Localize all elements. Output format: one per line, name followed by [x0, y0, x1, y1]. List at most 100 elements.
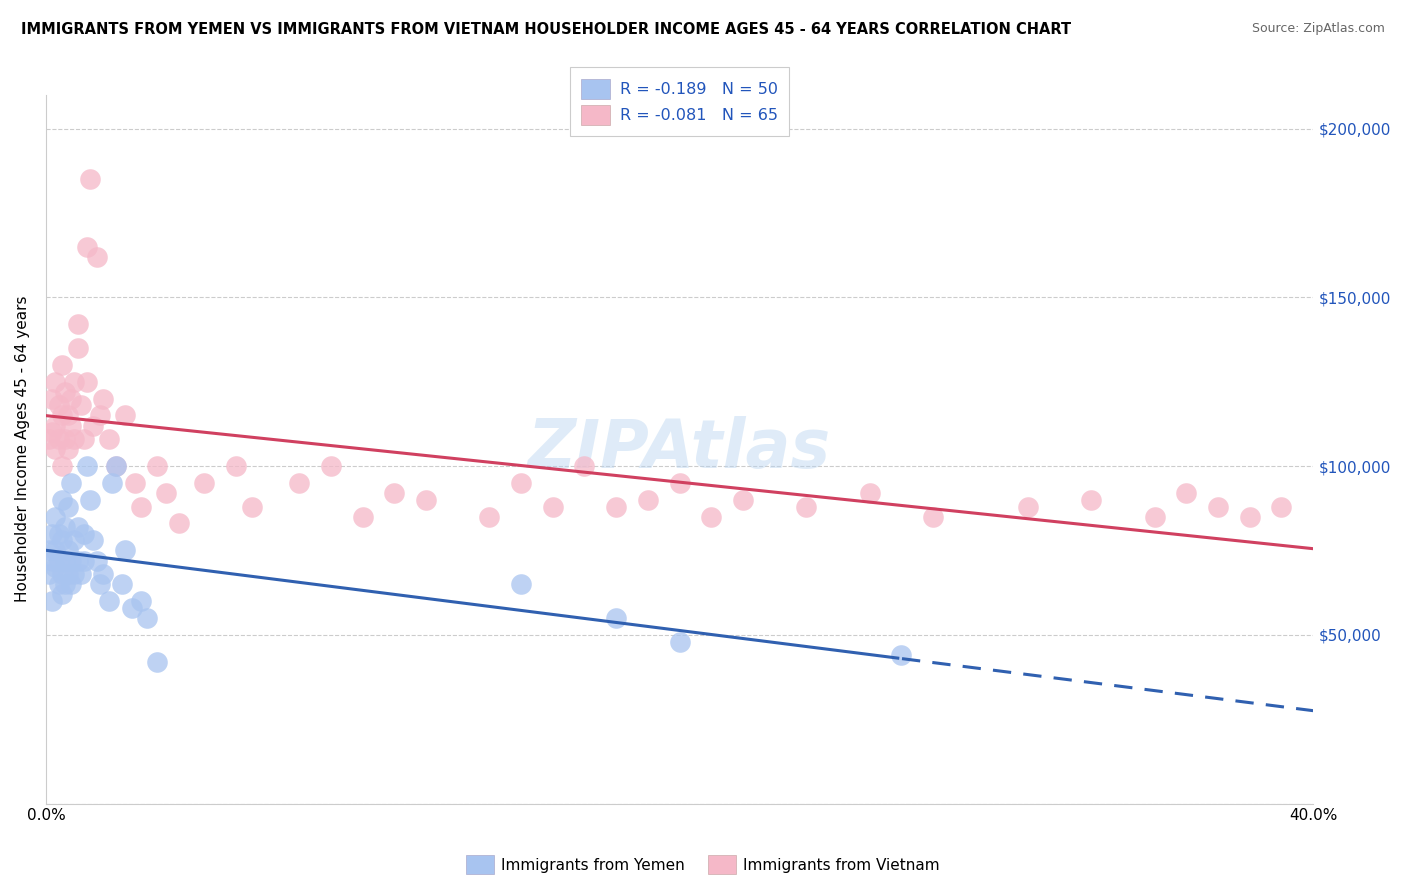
Point — [53, 577, 76, 591]
Point — [91, 392, 114, 406]
Point — [1143, 509, 1166, 524]
Point — [89, 577, 111, 591]
Point — [53, 432, 76, 446]
Point — [86, 250, 108, 264]
Point — [668, 634, 690, 648]
Point — [60, 392, 83, 406]
Point — [51, 409, 73, 423]
Point — [66, 341, 89, 355]
Point — [60, 418, 83, 433]
Point — [66, 318, 89, 332]
Point — [121, 600, 143, 615]
Point — [637, 492, 659, 507]
Point — [541, 500, 564, 514]
Point — [41, 553, 63, 567]
Point — [51, 459, 73, 474]
Point — [51, 358, 73, 372]
Point — [146, 459, 169, 474]
Point — [53, 384, 76, 399]
Point — [700, 509, 723, 524]
Point — [76, 240, 98, 254]
Point — [104, 459, 127, 474]
Point — [38, 543, 60, 558]
Point — [73, 526, 96, 541]
Point — [890, 648, 912, 662]
Point — [1175, 486, 1198, 500]
Point — [63, 567, 86, 582]
Point — [114, 543, 136, 558]
Point — [86, 553, 108, 567]
Point — [44, 375, 66, 389]
Point — [922, 509, 945, 524]
Point — [1206, 500, 1229, 514]
Text: ZIPAtlas: ZIPAtlas — [529, 417, 831, 483]
Point — [352, 509, 374, 524]
Point — [240, 500, 263, 514]
Point — [101, 475, 124, 490]
Point — [56, 442, 79, 457]
Point — [225, 459, 247, 474]
Point — [91, 567, 114, 582]
Point — [48, 526, 70, 541]
Point — [44, 418, 66, 433]
Point — [510, 577, 533, 591]
Point — [79, 492, 101, 507]
Point — [111, 577, 134, 591]
Point — [605, 500, 627, 514]
Point — [384, 486, 406, 500]
Point — [53, 553, 76, 567]
Point — [574, 459, 596, 474]
Point — [38, 432, 60, 446]
Point — [98, 432, 121, 446]
Point — [48, 553, 70, 567]
Point — [98, 594, 121, 608]
Point — [73, 432, 96, 446]
Point — [56, 409, 79, 423]
Point — [114, 409, 136, 423]
Point — [1270, 500, 1292, 514]
Point — [167, 516, 190, 531]
Point — [48, 398, 70, 412]
Point — [73, 553, 96, 567]
Text: Source: ZipAtlas.com: Source: ZipAtlas.com — [1251, 22, 1385, 36]
Point — [510, 475, 533, 490]
Point — [104, 459, 127, 474]
Point — [129, 500, 152, 514]
Point — [41, 392, 63, 406]
Point — [858, 486, 880, 500]
Point — [69, 567, 91, 582]
Text: IMMIGRANTS FROM YEMEN VS IMMIGRANTS FROM VIETNAM HOUSEHOLDER INCOME AGES 45 - 64: IMMIGRANTS FROM YEMEN VS IMMIGRANTS FROM… — [21, 22, 1071, 37]
Point — [63, 533, 86, 548]
Point — [1239, 509, 1261, 524]
Point — [76, 375, 98, 389]
Point — [136, 611, 159, 625]
Point — [41, 425, 63, 440]
Point — [79, 172, 101, 186]
Point — [89, 409, 111, 423]
Point — [41, 526, 63, 541]
Point — [1017, 500, 1039, 514]
Point — [66, 553, 89, 567]
Point — [146, 655, 169, 669]
Point — [1080, 492, 1102, 507]
Point — [51, 587, 73, 601]
Point — [51, 567, 73, 582]
Point — [288, 475, 311, 490]
Point — [60, 553, 83, 567]
Point — [44, 543, 66, 558]
Point — [53, 520, 76, 534]
Point — [44, 442, 66, 457]
Point — [60, 577, 83, 591]
Point — [60, 475, 83, 490]
Point — [48, 577, 70, 591]
Point — [668, 475, 690, 490]
Point — [415, 492, 437, 507]
Point — [48, 432, 70, 446]
Point — [794, 500, 817, 514]
Point — [38, 567, 60, 582]
Point — [56, 567, 79, 582]
Point — [605, 611, 627, 625]
Point — [319, 459, 342, 474]
Point — [41, 594, 63, 608]
Point — [66, 520, 89, 534]
